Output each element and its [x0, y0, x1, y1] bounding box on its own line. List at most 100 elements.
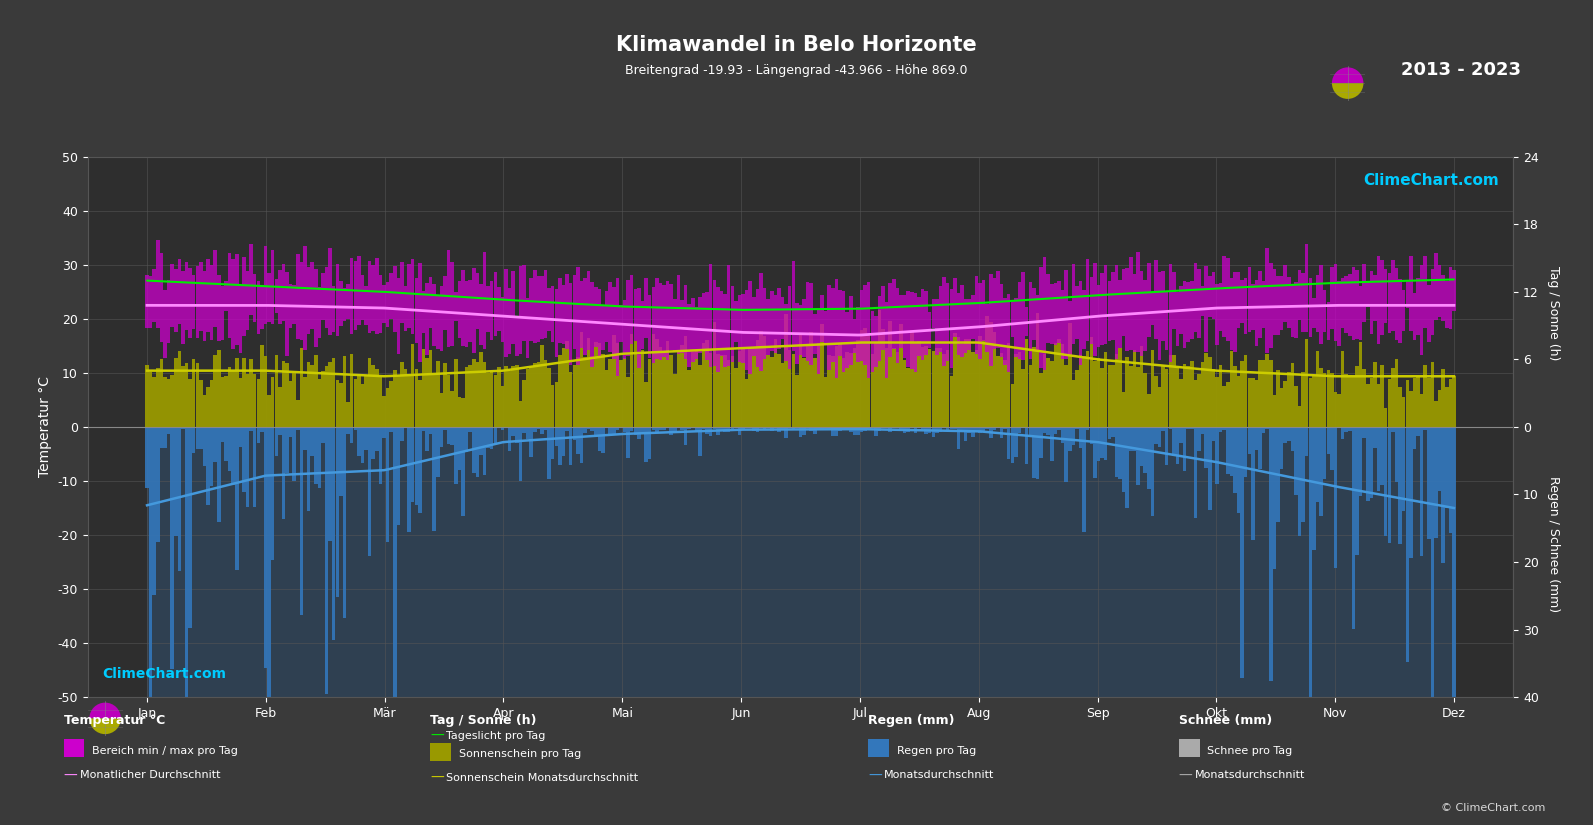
Bar	[562, 348, 566, 427]
Bar	[855, 307, 860, 362]
Bar	[1448, 266, 1453, 329]
Bar	[1078, 281, 1082, 365]
Bar	[339, 281, 342, 326]
Bar	[1207, 276, 1212, 317]
Bar	[1176, 292, 1179, 346]
Bar	[497, 287, 500, 331]
Bar	[274, 279, 279, 313]
Bar	[953, 278, 957, 337]
Bar	[443, 276, 446, 331]
Bar	[738, 427, 741, 436]
Bar	[731, 356, 734, 427]
Bar	[529, 367, 534, 427]
Bar	[1029, 282, 1032, 360]
Bar	[534, 427, 537, 432]
Bar	[637, 355, 640, 427]
Bar	[634, 342, 637, 427]
Text: —: —	[430, 771, 444, 785]
Bar	[1255, 380, 1258, 427]
Bar	[526, 298, 529, 357]
Bar	[981, 427, 986, 432]
Text: Regen pro Tag: Regen pro Tag	[897, 746, 977, 756]
Bar	[1104, 352, 1107, 427]
Bar	[644, 382, 648, 427]
Bar	[554, 382, 558, 427]
Bar	[1356, 270, 1359, 338]
Bar	[207, 259, 210, 332]
Bar	[1241, 427, 1244, 677]
Bar	[196, 427, 199, 449]
Bar	[1010, 427, 1015, 464]
Bar	[889, 283, 892, 357]
Bar	[397, 427, 400, 526]
Bar	[978, 283, 981, 360]
Bar	[569, 427, 572, 465]
Bar	[1341, 427, 1344, 440]
Bar	[225, 281, 228, 310]
Bar	[1150, 292, 1153, 324]
Bar	[1410, 256, 1413, 331]
Bar	[448, 375, 451, 427]
Bar	[1344, 374, 1348, 427]
Bar	[1219, 283, 1222, 331]
Bar	[174, 269, 177, 332]
Bar	[809, 332, 812, 427]
Bar	[577, 267, 580, 365]
Bar	[153, 427, 156, 595]
Bar	[878, 296, 881, 361]
Bar	[855, 340, 860, 427]
Bar	[706, 427, 709, 434]
Bar	[322, 427, 325, 443]
Bar	[500, 385, 505, 427]
Bar	[526, 369, 529, 427]
Bar	[508, 371, 511, 427]
Bar	[967, 299, 972, 350]
Bar	[1029, 427, 1032, 435]
Bar	[795, 304, 798, 365]
Bar	[586, 427, 591, 429]
Bar	[379, 375, 382, 427]
Bar	[717, 427, 720, 435]
Bar	[357, 256, 360, 325]
Bar	[1284, 427, 1287, 442]
Bar	[972, 295, 975, 339]
Bar	[1247, 266, 1251, 332]
Bar	[634, 290, 637, 341]
Bar	[1376, 384, 1380, 427]
Bar	[1179, 380, 1184, 427]
Bar	[1319, 368, 1322, 427]
Bar	[468, 280, 472, 342]
Bar	[629, 334, 634, 427]
Bar	[1251, 427, 1255, 540]
Bar	[1219, 365, 1222, 427]
Bar	[777, 427, 781, 432]
Bar	[967, 339, 972, 427]
Bar	[723, 356, 726, 427]
Bar	[342, 427, 346, 619]
Bar	[1276, 276, 1279, 335]
Bar	[1308, 427, 1313, 697]
Bar	[863, 285, 867, 365]
Bar	[1294, 427, 1298, 495]
Bar	[256, 379, 260, 427]
Bar	[1107, 427, 1110, 440]
Bar	[806, 345, 809, 427]
Bar	[1333, 264, 1337, 341]
Bar	[451, 391, 454, 427]
Bar	[1129, 257, 1133, 350]
Text: © ClimeChart.com: © ClimeChart.com	[1440, 803, 1545, 813]
Bar	[457, 281, 460, 338]
Bar	[148, 372, 153, 427]
Bar	[1179, 286, 1184, 334]
Bar	[1233, 271, 1236, 352]
Bar	[1431, 427, 1434, 697]
Bar	[1241, 361, 1244, 427]
Bar	[1448, 379, 1453, 427]
Bar	[949, 376, 953, 427]
Bar	[609, 281, 612, 351]
Bar	[609, 359, 612, 427]
Bar	[468, 365, 472, 427]
Bar	[634, 427, 637, 435]
Bar	[153, 269, 156, 323]
Bar	[303, 377, 307, 427]
